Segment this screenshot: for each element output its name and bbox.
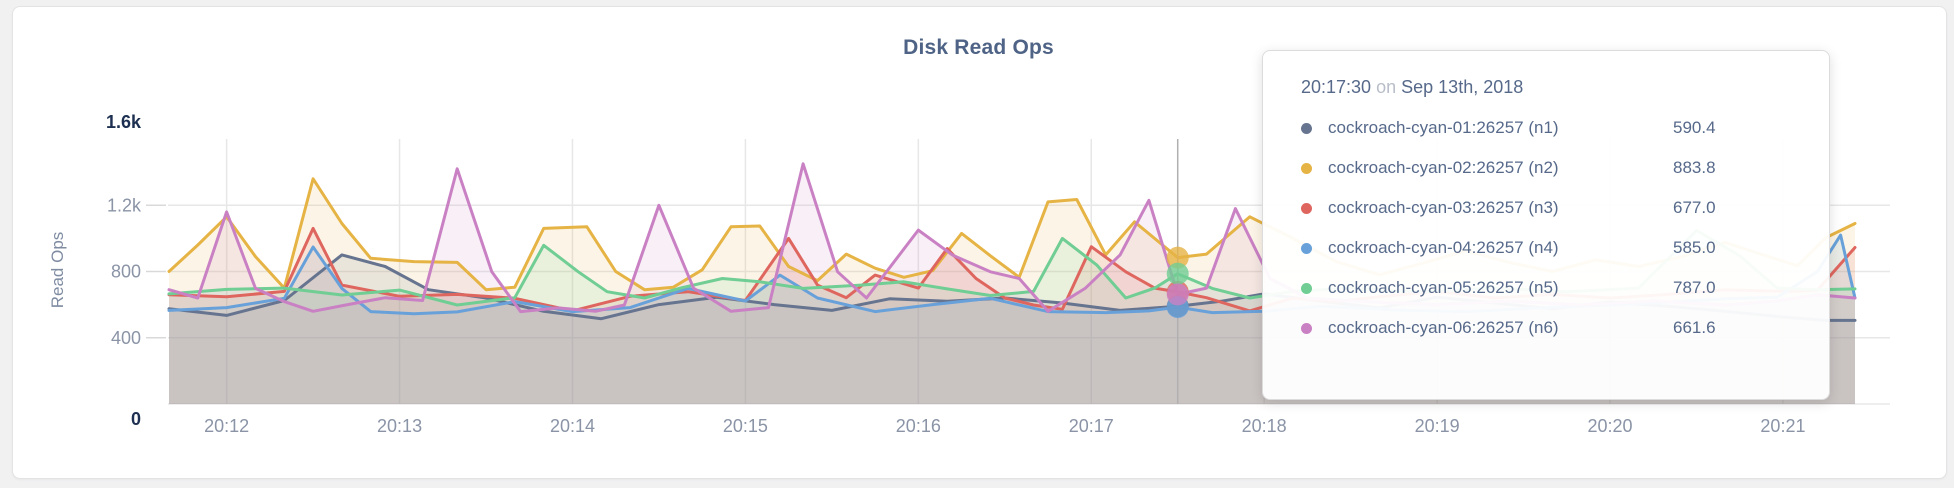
- series-color-dot-icon: [1301, 202, 1312, 214]
- tooltip-series-label: cockroach-cyan-03:26257 (n3): [1328, 198, 1559, 217]
- series-color-dot-icon: [1301, 322, 1312, 334]
- x-tick-label: 20:16: [896, 416, 941, 436]
- tooltip-series-label: cockroach-cyan-01:26257 (n1): [1328, 118, 1559, 137]
- x-tick-label: 20:12: [204, 416, 249, 436]
- hover-dot-n6: [1166, 283, 1189, 306]
- tooltip-series-label: cockroach-cyan-04:26257 (n4): [1328, 238, 1559, 257]
- x-tick-label: 20:19: [1415, 416, 1460, 436]
- x-tick-label: 20:18: [1242, 416, 1287, 436]
- hover-dot-n2: [1166, 246, 1189, 269]
- hover-dot-n5: [1166, 262, 1189, 285]
- series-color-dot-icon: [1301, 242, 1312, 254]
- tooltip-series-label: cockroach-cyan-02:26257 (n2): [1328, 158, 1559, 177]
- chart-title: Disk Read Ops: [903, 36, 1054, 59]
- tooltip-row: cockroach-cyan-04:26257 (n4) 585.0: [1301, 228, 1829, 268]
- tooltip-header: 20:17:30 on Sep 13th, 2018: [1301, 77, 1829, 98]
- tooltip-time: 20:17:30: [1301, 77, 1372, 97]
- tooltip-series-label: cockroach-cyan-06:26257 (n6): [1328, 318, 1559, 337]
- tooltip-row: cockroach-cyan-05:26257 (n5) 787.0: [1301, 268, 1829, 308]
- tooltip-series-value: 883.8: [1673, 158, 1716, 177]
- series-color-dot-icon: [1301, 122, 1312, 134]
- tooltip-on-word: on: [1376, 77, 1397, 97]
- tooltip-row: cockroach-cyan-02:26257 (n2) 883.8: [1301, 148, 1829, 188]
- tooltip-series-value: 787.0: [1673, 278, 1716, 297]
- x-tick-label: 20:13: [377, 416, 422, 436]
- tooltip-row: cockroach-cyan-06:26257 (n6) 661.6: [1301, 308, 1829, 348]
- tooltip-series-value: 661.6: [1673, 318, 1716, 337]
- tooltip-rows: cockroach-cyan-01:26257 (n1) 590.4 cockroa…: [1301, 108, 1829, 348]
- y-tick-label: 400: [111, 328, 141, 348]
- y-tick-label: 800: [111, 262, 141, 282]
- x-tick-label: 20:14: [550, 416, 595, 436]
- hover-tooltip: 20:17:30 on Sep 13th, 2018 cockroach-cya…: [1262, 50, 1830, 400]
- tooltip-series-label: cockroach-cyan-05:26257 (n5): [1328, 278, 1559, 297]
- series-color-dot-icon: [1301, 282, 1312, 294]
- x-tick-label: 20:17: [1069, 416, 1114, 436]
- y-tick-label: 0: [131, 409, 141, 429]
- x-tick-label: 20:15: [723, 416, 768, 436]
- x-tick-label: 20:21: [1760, 416, 1805, 436]
- tooltip-date: Sep 13th, 2018: [1401, 77, 1524, 97]
- x-tick-label: 20:20: [1588, 416, 1633, 436]
- tooltip-series-value: 677.0: [1673, 198, 1716, 217]
- tooltip-series-value: 585.0: [1673, 238, 1716, 257]
- tooltip-series-value: 590.4: [1673, 118, 1716, 137]
- tooltip-row: cockroach-cyan-03:26257 (n3) 677.0: [1301, 188, 1829, 228]
- series-color-dot-icon: [1301, 162, 1312, 174]
- y-tick-label: 1.2k: [107, 195, 142, 215]
- tooltip-row: cockroach-cyan-01:26257 (n1) 590.4: [1301, 108, 1829, 148]
- y-tick-label: 1.6k: [106, 112, 142, 132]
